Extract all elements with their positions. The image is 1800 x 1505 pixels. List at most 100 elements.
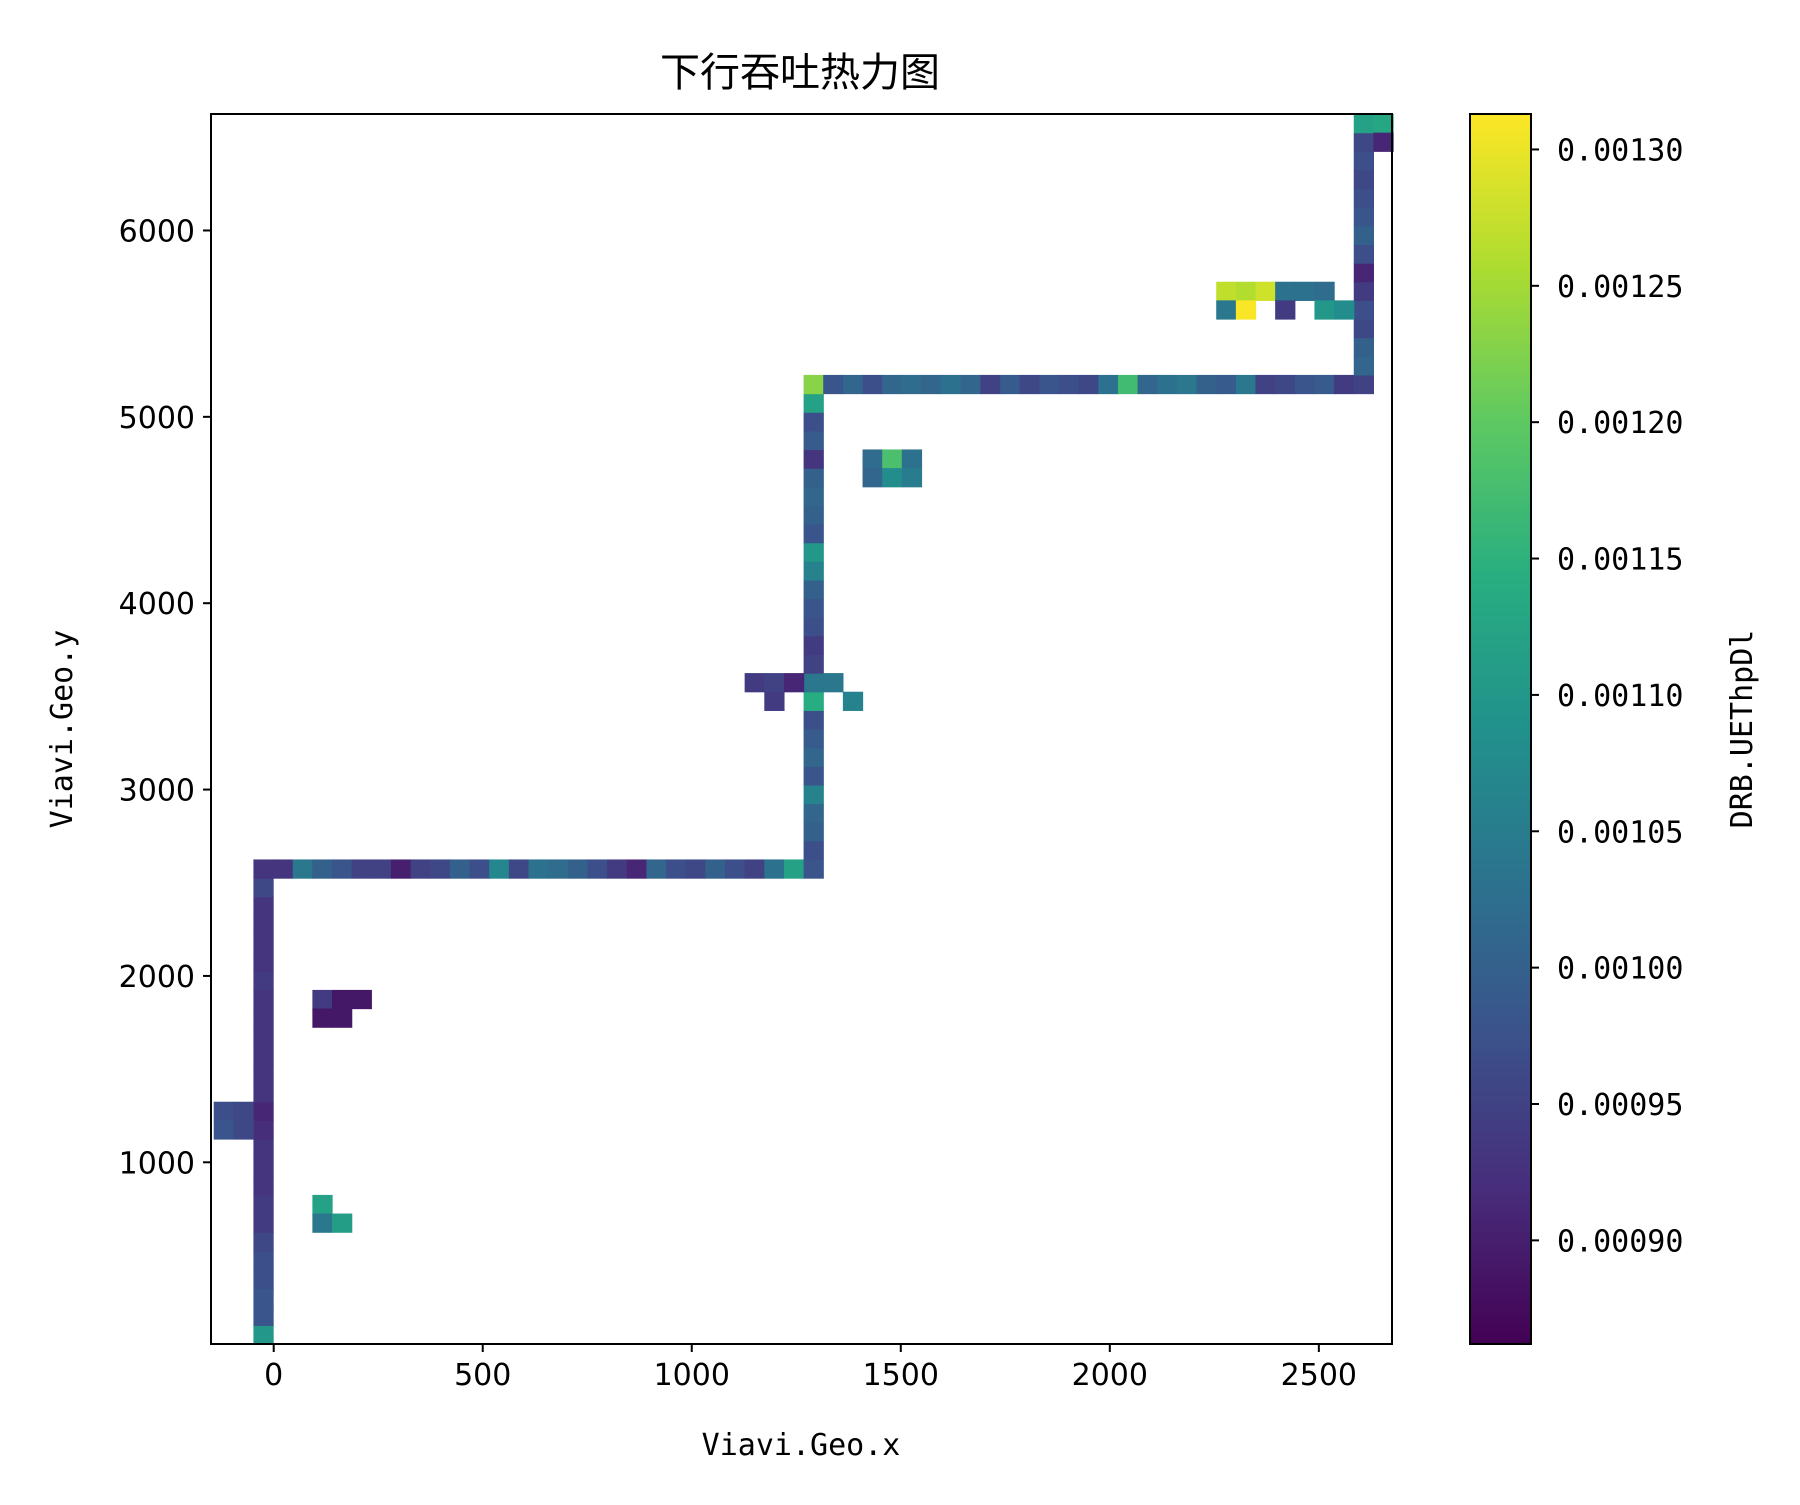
heatmap-cell: [803, 840, 824, 861]
heatmap-cell: [253, 1176, 274, 1196]
heatmap-cell: [253, 1157, 274, 1177]
heatmap-cell: [764, 691, 785, 711]
heatmap-cell: [1314, 281, 1335, 301]
heatmap-cell: [1373, 132, 1394, 152]
x-tick-label: 2000: [1072, 1358, 1148, 1393]
chart-title: 下行吞吐热力图: [660, 50, 940, 96]
colorbar-tick-label: 0.00130: [1557, 133, 1683, 168]
heatmap-cell: [1353, 263, 1374, 283]
heatmap-cell: [803, 635, 824, 656]
heatmap-cell: [1275, 281, 1296, 301]
heatmap-cell: [1314, 374, 1335, 395]
heatmap-cell: [803, 430, 824, 451]
heatmap-cell: [253, 1194, 274, 1215]
plot-frame: [210, 113, 1393, 1345]
heatmap-cell: [803, 486, 824, 506]
heatmap-cell: [803, 673, 824, 693]
heatmap-cell: [1216, 281, 1237, 301]
heatmap-cell: [332, 1213, 353, 1233]
heatmap-cell: [921, 374, 942, 395]
heatmap-cell: [332, 989, 353, 1010]
heatmap-cell: [351, 859, 372, 879]
heatmap-cell: [1353, 319, 1374, 339]
heatmap-cell: [862, 449, 883, 469]
heatmap-cell: [803, 766, 824, 786]
heatmap-cell: [253, 859, 274, 879]
heatmap-cell: [312, 1008, 333, 1028]
heatmap-cell: [862, 468, 883, 488]
heatmap-cell: [312, 989, 333, 1010]
heatmap-cell: [1353, 300, 1374, 320]
heatmap-cell: [253, 1101, 274, 1121]
heatmap-cell: [1255, 281, 1276, 301]
heatmap-cell: [823, 374, 844, 395]
heatmap-cell: [253, 915, 274, 935]
heatmap-cell: [1294, 281, 1316, 301]
heatmap-cell: [607, 859, 628, 879]
heatmap-cell: [1235, 374, 1257, 395]
heatmap-cell: [764, 673, 785, 693]
colorbar: [1469, 113, 1532, 1345]
heatmap-cell: [1275, 374, 1296, 395]
heatmap-cell: [1019, 374, 1040, 395]
heatmap-cell: [253, 1045, 274, 1066]
heatmap-cell: [882, 468, 903, 488]
heatmap-cell: [1353, 337, 1374, 357]
heatmap-cell: [803, 729, 824, 749]
x-axis-ticks: 0 500 1000 1500 2000 2500: [264, 1344, 1357, 1393]
heatmap-cell: [862, 374, 883, 395]
heatmap-cell: [332, 1008, 353, 1028]
y-tick-label: 4000: [119, 587, 195, 622]
heatmap-cell: [253, 1064, 274, 1084]
heatmap-cell: [1216, 300, 1237, 320]
heatmap-cell: [332, 859, 353, 879]
heatmap-cell: [1235, 281, 1257, 301]
heatmap-cell: [803, 393, 824, 413]
heatmap-cell: [253, 1288, 274, 1308]
heatmap-cell: [213, 1120, 234, 1140]
heatmap-cell: [803, 617, 824, 637]
heatmap-cell: [1353, 169, 1374, 190]
heatmap-cell: [783, 673, 805, 693]
heatmap-cell: [1353, 225, 1374, 246]
heatmap-cell: [273, 859, 294, 879]
heatmap-cell: [1157, 374, 1178, 395]
heatmap-cell: [803, 468, 824, 488]
colorbar-tick-label: 0.00125: [1557, 270, 1683, 305]
heatmap-cell: [213, 1101, 234, 1121]
heatmap-cell: [253, 1213, 274, 1233]
heatmap-cell: [233, 1101, 254, 1121]
heatmap-cell: [803, 598, 824, 618]
heatmap-cell: [941, 374, 962, 395]
heatmap-cell: [253, 1027, 274, 1047]
heatmap-cell: [253, 952, 274, 972]
heatmap-cell: [803, 542, 824, 562]
heatmap-cell: [901, 468, 923, 488]
heatmap-cell: [1098, 374, 1119, 395]
heatmap-cell: [253, 1269, 274, 1289]
heatmap-cell: [253, 934, 274, 954]
colorbar-tick-label: 0.00120: [1557, 406, 1683, 441]
heatmap-cell: [803, 803, 824, 823]
heatmap-cell: [567, 859, 589, 879]
heatmap-cell: [803, 449, 824, 469]
heatmap-cell: [449, 859, 471, 879]
colorbar-tick-label: 0.00110: [1557, 679, 1683, 714]
heatmap-cell: [744, 859, 765, 879]
heatmap-cell: [803, 747, 824, 767]
heatmap-cell: [1353, 356, 1374, 376]
heatmap-cell: [371, 859, 392, 879]
x-tick-label: 2500: [1281, 1358, 1357, 1393]
heatmap-cell: [783, 859, 805, 879]
heatmap-cell: [1176, 374, 1198, 395]
heatmap-cell: [685, 859, 706, 879]
heatmap-cell: [646, 859, 667, 879]
heatmap-cell: [803, 784, 824, 805]
heatmap-cell: [725, 859, 746, 879]
heatmap-cell: [1000, 374, 1021, 395]
y-axis-ticks: 1000 2000 3000 4000 5000 6000: [119, 214, 211, 1181]
heatmap-cell: [803, 412, 824, 432]
y-tick-label: 2000: [119, 960, 195, 995]
heatmap-cell: [253, 1083, 274, 1103]
y-axis-label: Viavi.Geo.y: [45, 630, 80, 829]
